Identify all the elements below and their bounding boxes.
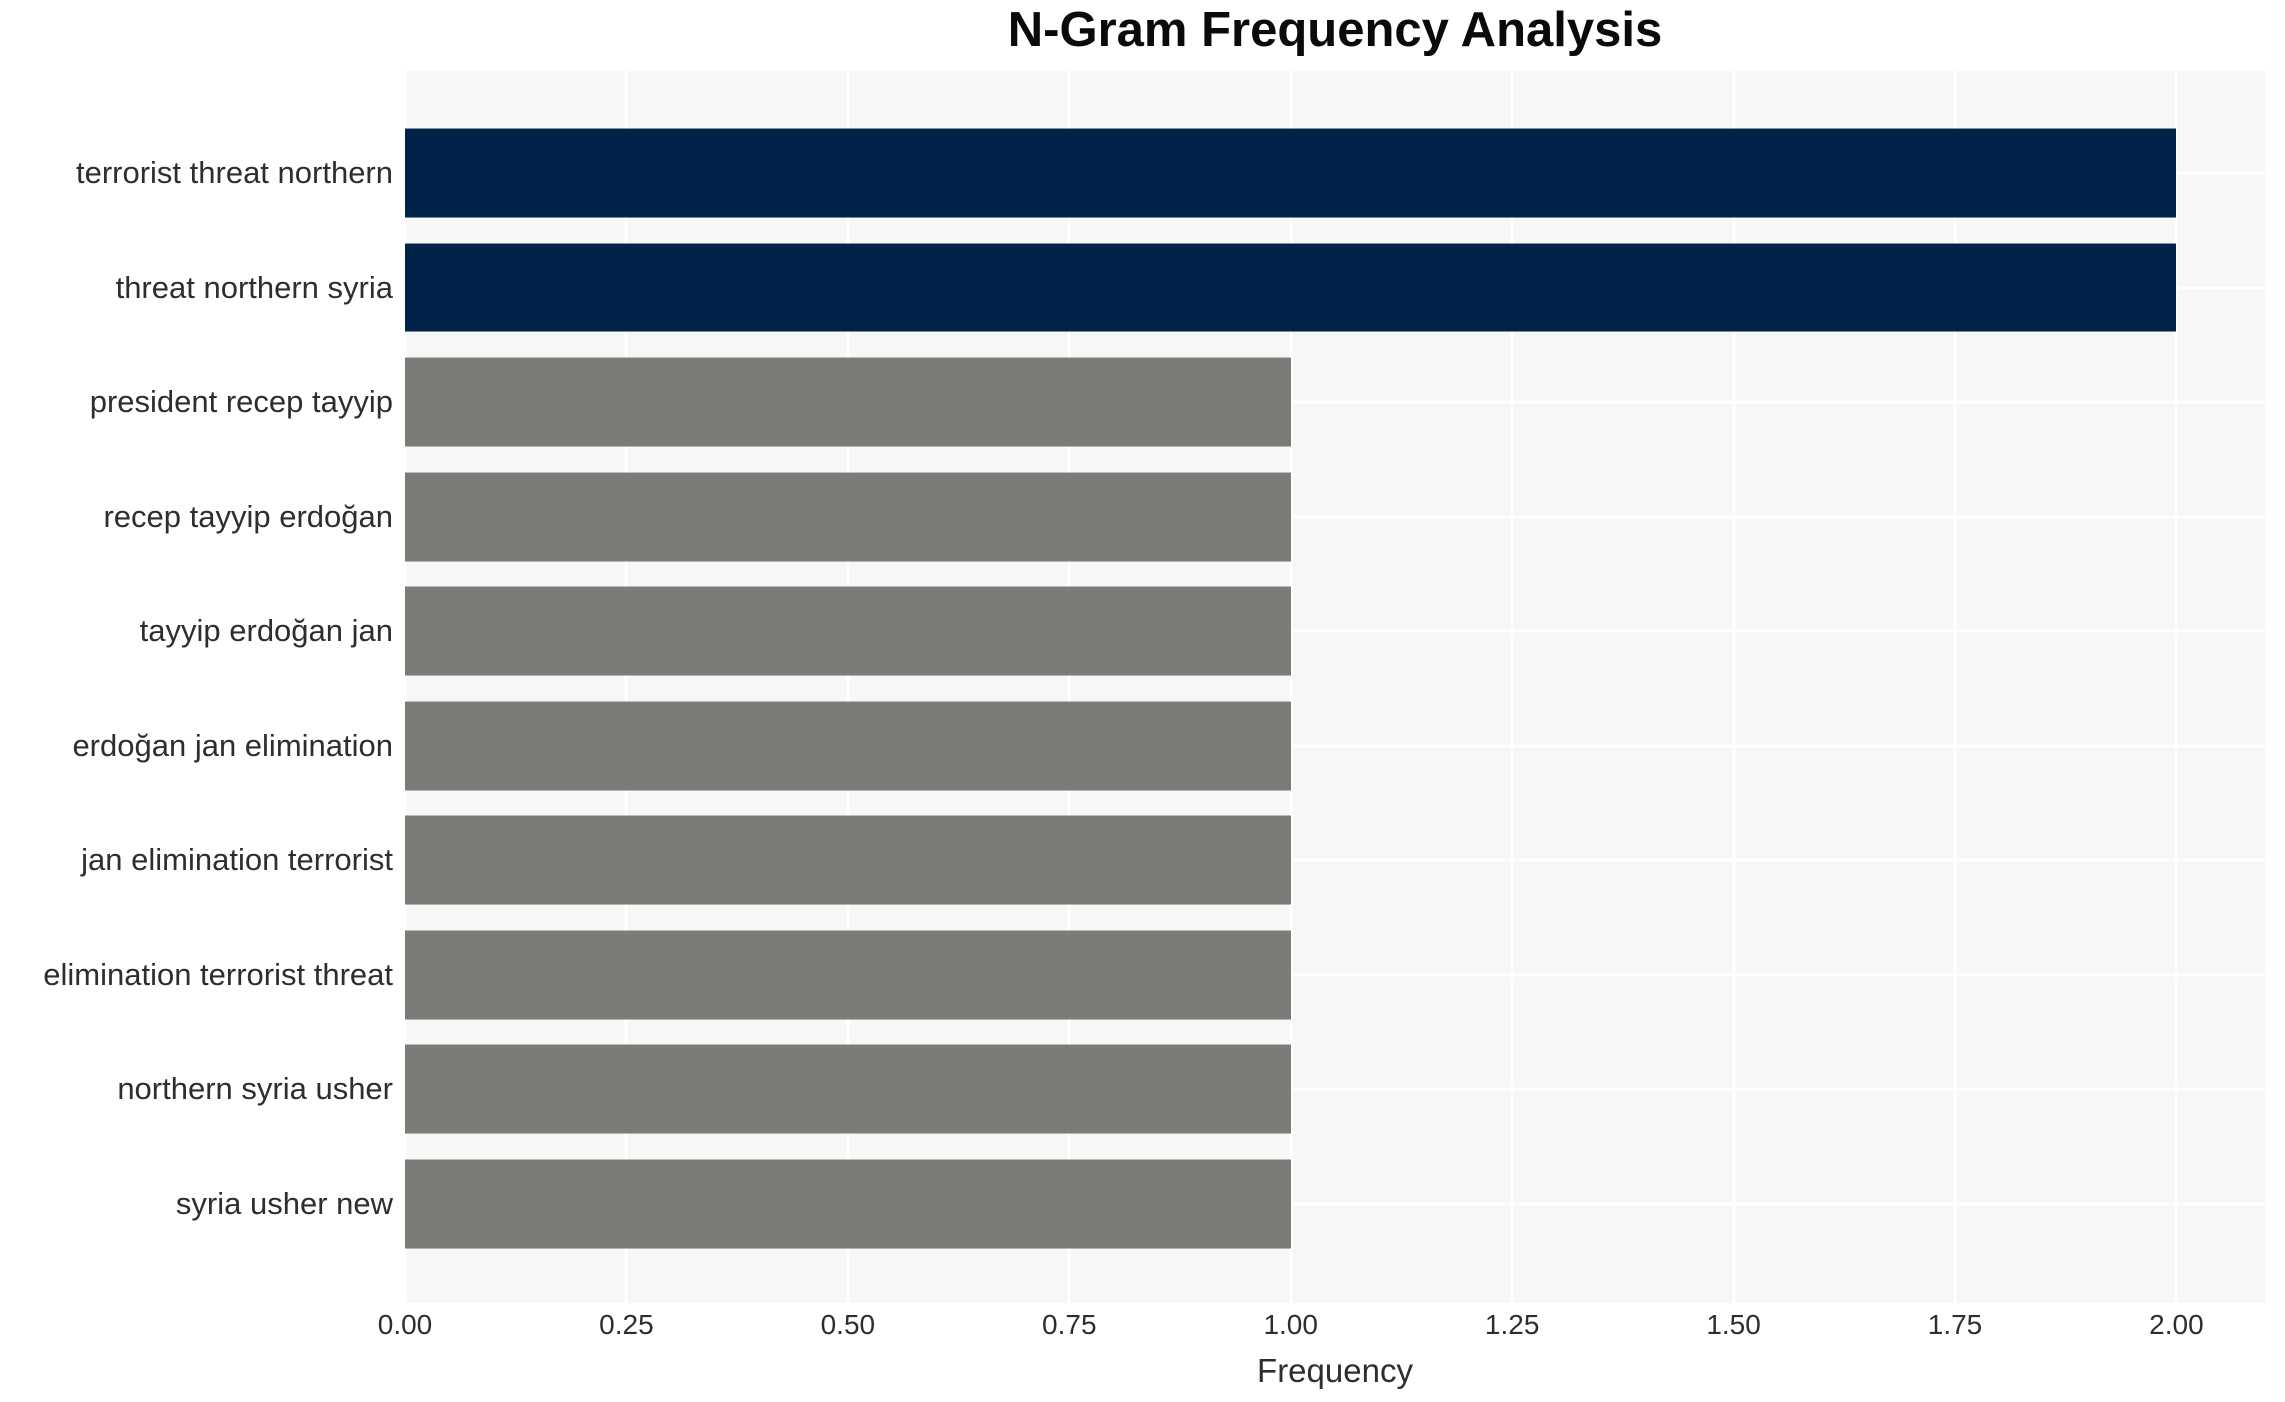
gridline-vertical [1289, 71, 1293, 1303]
plot-area [403, 71, 2265, 1303]
bar [405, 472, 1291, 562]
bar [405, 815, 1291, 905]
gridline-vertical [1953, 71, 1957, 1303]
x-tick-label: 1.00 [1263, 1309, 1318, 1340]
y-tick-label: elimination terrorist threat [43, 956, 393, 992]
bar [405, 930, 1291, 1020]
gridline-horizontal [405, 744, 2265, 748]
x-tick-label: 0.50 [820, 1309, 876, 1340]
bar [405, 701, 1291, 791]
y-tick-label: threat northern syria [115, 269, 393, 305]
chart-title: N-Gram Frequency Analysis [1007, 3, 1663, 57]
gridline-horizontal [405, 400, 2265, 404]
y-tick-label: syria usher new [175, 1185, 393, 1221]
y-tick-label: northern syria usher [117, 1071, 393, 1107]
y-tick-label: president recep tayyip [89, 384, 393, 420]
x-axis-ticks: 0.00 0.25 0.50 0.75 1.00 1.25 1.50 1.75 2.00 [378, 1309, 2265, 1349]
x-tick-label: 1.75 [1927, 1309, 1983, 1340]
bar [405, 1159, 1291, 1249]
bar [405, 1044, 1291, 1134]
y-axis-labels: terrorist threat northern threat northern… [0, 71, 393, 1303]
x-tick-label: 0.25 [599, 1309, 654, 1340]
gridline-horizontal [405, 1202, 2265, 1206]
y-tick-label: tayyip erdoğan jan [139, 613, 393, 649]
bar [405, 586, 1291, 676]
x-tick-label: 2.00 [2149, 1309, 2204, 1340]
bar [405, 128, 2177, 218]
y-tick-label: erdoğan jan elimination [72, 727, 393, 763]
bar [405, 357, 1291, 447]
bar [405, 243, 2177, 333]
gridline-vertical [403, 71, 407, 1303]
gridline-horizontal [405, 1087, 2265, 1091]
gridline-vertical [624, 71, 628, 1303]
x-axis-title: Frequency [1257, 1352, 1413, 1389]
x-tick-label: 1.25 [1484, 1309, 1540, 1340]
y-tick-label: jan elimination terrorist [81, 842, 393, 878]
x-tick-label: 0.75 [1042, 1309, 1097, 1340]
gridline-vertical [1732, 71, 1736, 1303]
y-tick-label: recep tayyip erdoğan [103, 498, 393, 534]
gridline-horizontal [405, 515, 2265, 519]
gridline-vertical [1510, 71, 1514, 1303]
y-tick-label: terrorist threat northern [75, 155, 393, 190]
gridline-vertical [1067, 71, 1071, 1303]
x-tick-label: 0.00 [377, 1309, 433, 1340]
gridline-vertical [2174, 71, 2178, 1303]
gridline-vertical [846, 71, 850, 1303]
gridline-horizontal [405, 629, 2265, 633]
gridline-horizontal [405, 973, 2265, 977]
gridline-horizontal [405, 858, 2265, 862]
x-tick-label: 1.50 [1706, 1309, 1761, 1340]
